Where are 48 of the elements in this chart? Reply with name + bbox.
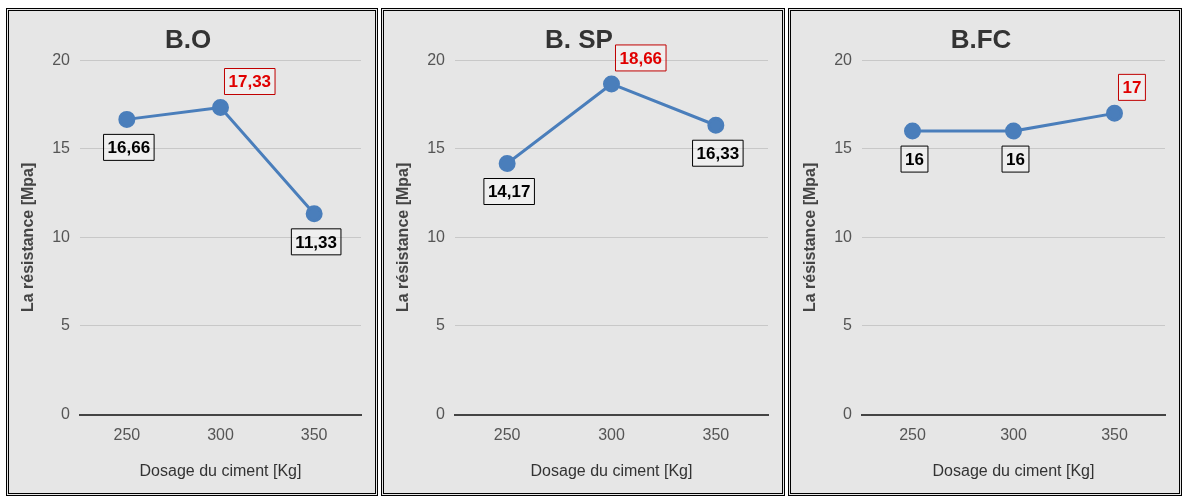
x-axis-title: Dosage du ciment [Kg]: [139, 461, 302, 479]
x-tick-label: 250: [493, 425, 521, 443]
x-tick-label: 300: [1000, 425, 1027, 443]
x-tick-label: 250: [113, 425, 141, 443]
data-label: 16: [1006, 149, 1025, 169]
chart-title: B.FC: [950, 23, 1012, 54]
data-label: 11,33: [295, 232, 337, 252]
y-tick-label: 0: [61, 405, 71, 423]
y-tick-label: 15: [52, 139, 71, 157]
point: [603, 75, 620, 93]
chart-title: B.O: [164, 23, 212, 54]
data-label: 16,33: [696, 143, 740, 163]
x-tick-label: 350: [1101, 425, 1128, 443]
y-axis-title: La résistance [Mpa]: [19, 162, 37, 313]
x-tick-label: 350: [300, 425, 328, 443]
data-label: 16: [905, 149, 924, 169]
data-label: 17,33: [228, 72, 272, 92]
y-tick-label: 15: [427, 139, 446, 157]
x-tick-label: 300: [207, 425, 234, 443]
data-label: 18,66: [619, 48, 663, 68]
x-tick-label: 350: [702, 425, 730, 443]
y-tick-label: 10: [834, 227, 853, 245]
x-axis-title: Dosage du ciment [Kg]: [932, 461, 1095, 479]
x-tick-label: 250: [899, 425, 926, 443]
data-label: 17: [1122, 78, 1142, 98]
y-tick-label: 15: [834, 139, 853, 157]
x-tick-label: 300: [598, 425, 625, 443]
y-tick-label: 20: [52, 50, 71, 68]
point: [707, 116, 725, 134]
y-tick-label: 20: [427, 50, 446, 68]
y-tick-label: 0: [843, 405, 853, 423]
data-label: 16,66: [107, 138, 151, 158]
y-tick-label: 10: [52, 227, 71, 245]
y-tick-label: 5: [843, 316, 853, 334]
x-axis-title: Dosage du ciment [Kg]: [530, 461, 693, 479]
y-tick-label: 20: [834, 50, 853, 68]
y-axis-title: La résistance [Mpa]: [394, 162, 412, 313]
y-tick-label: 5: [61, 316, 71, 334]
y-axis-title: La résistance [Mpa]: [801, 162, 819, 313]
chart-title: B. SP: [545, 23, 613, 54]
point: [498, 155, 516, 173]
y-tick-label: 5: [436, 316, 446, 334]
point: [212, 99, 229, 117]
point: [305, 205, 323, 223]
y-tick-label: 10: [427, 227, 446, 245]
data-label: 14,17: [487, 182, 531, 202]
point: [118, 110, 136, 128]
y-tick-label: 0: [436, 405, 446, 423]
